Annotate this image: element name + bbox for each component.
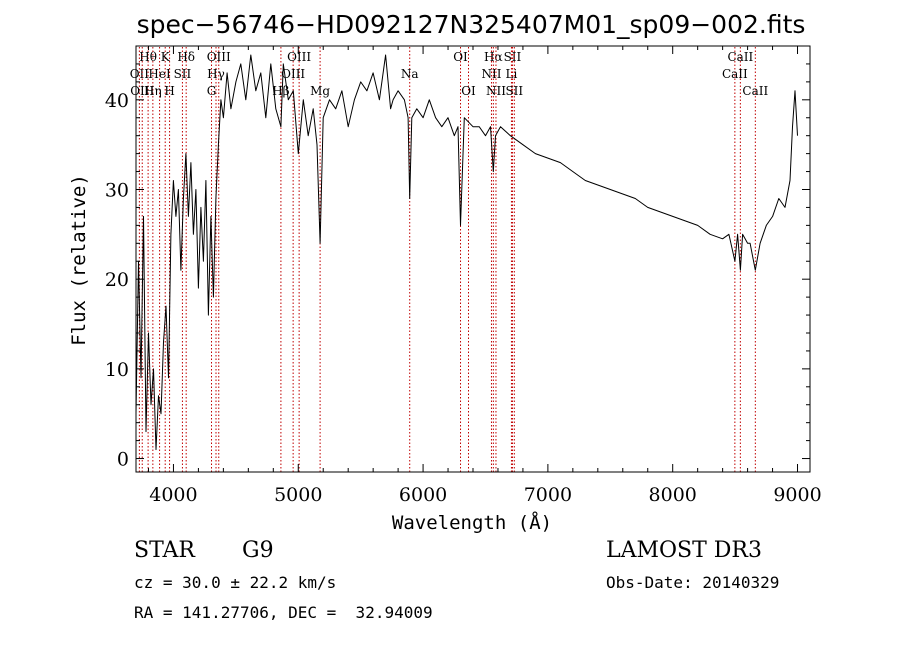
line-marker-label-23: Li xyxy=(506,67,518,81)
cz-value: cz = 30.0 ± 22.2 km/s xyxy=(134,573,337,592)
line-marker-label-26: CaII xyxy=(722,67,748,81)
line-marker-label-8: Hδ xyxy=(177,50,195,64)
line-marker-label-5: Hη xyxy=(144,84,162,98)
obs-date: Obs-Date: 20140329 xyxy=(606,573,780,592)
line-marker-label-1: OII xyxy=(130,67,150,81)
line-marker-label-15: Mg xyxy=(310,84,330,98)
subclass: G9 xyxy=(242,538,274,563)
y-tick-label-40: 40 xyxy=(105,90,129,112)
line-marker-label-25: CaII xyxy=(727,50,753,64)
line-marker-label-18: OI xyxy=(461,84,476,98)
y-tick-label-30: 30 xyxy=(105,179,129,201)
line-marker-label-20: NII xyxy=(481,67,501,81)
plot-frame xyxy=(135,45,811,473)
line-marker-label-24: SII xyxy=(505,84,523,98)
y-axis: 0 10 20 30 40 xyxy=(105,63,810,471)
line-marker-label-22: SII xyxy=(504,50,522,64)
line-marker-label-6: H xyxy=(164,84,174,98)
line-marker-label-0: Hθ xyxy=(139,50,157,64)
x-tick-label-8000: 8000 xyxy=(649,484,697,506)
line-marker-label-14: OIII xyxy=(281,67,305,81)
line-marker-label-9: OIII xyxy=(207,50,231,64)
line-marker-label-27: CaII xyxy=(742,84,768,98)
spectrum-chart: spec−56746−HD092127N325407M01_sp09−002.f… xyxy=(68,10,822,534)
x-axis: 4000 5000 6000 7000 8000 9000 xyxy=(147,46,822,506)
x-tick-label-7000: 7000 xyxy=(524,484,572,506)
survey-name: LAMOST DR3 xyxy=(606,538,762,563)
x-tick-label-5000: 5000 xyxy=(274,484,322,506)
plot-area xyxy=(135,54,798,451)
line-marker-label-12: Hβ xyxy=(272,84,289,98)
y-tick-label-20: 20 xyxy=(105,269,129,291)
y-axis-label: Flux (relative) xyxy=(68,174,90,346)
x-axis-label: Wavelength (Å) xyxy=(392,511,552,534)
series-line-flux xyxy=(135,54,798,451)
x-tick-label-9000: 9000 xyxy=(773,484,821,506)
chart-title: spec−56746−HD092127N325407M01_sp09−002.f… xyxy=(137,10,806,39)
x-tick-label-4000: 4000 xyxy=(149,484,197,506)
coordinates: RA = 141.27706, DEC = 32.94009 xyxy=(134,603,433,622)
line-marker-label-10: Hγ xyxy=(207,67,225,81)
y-tick-label-0: 0 xyxy=(117,449,129,471)
line-marker-label-4: HeI xyxy=(148,67,171,81)
line-marker-label-11: G xyxy=(207,84,217,98)
line-marker-label-21: NII xyxy=(486,84,506,98)
line-marker-label-3: K xyxy=(161,50,171,64)
line-marker-label-16: Na xyxy=(401,67,419,81)
y-tick-label-10: 10 xyxy=(105,359,129,381)
line-marker-label-17: OI xyxy=(453,50,468,64)
line-marker-label-19: Hα xyxy=(484,50,503,64)
line-marker-label-7: SII xyxy=(174,67,192,81)
line-marker-label-13: OIII xyxy=(287,50,311,64)
object-class: STAR xyxy=(134,538,195,563)
x-tick-label-6000: 6000 xyxy=(399,484,447,506)
